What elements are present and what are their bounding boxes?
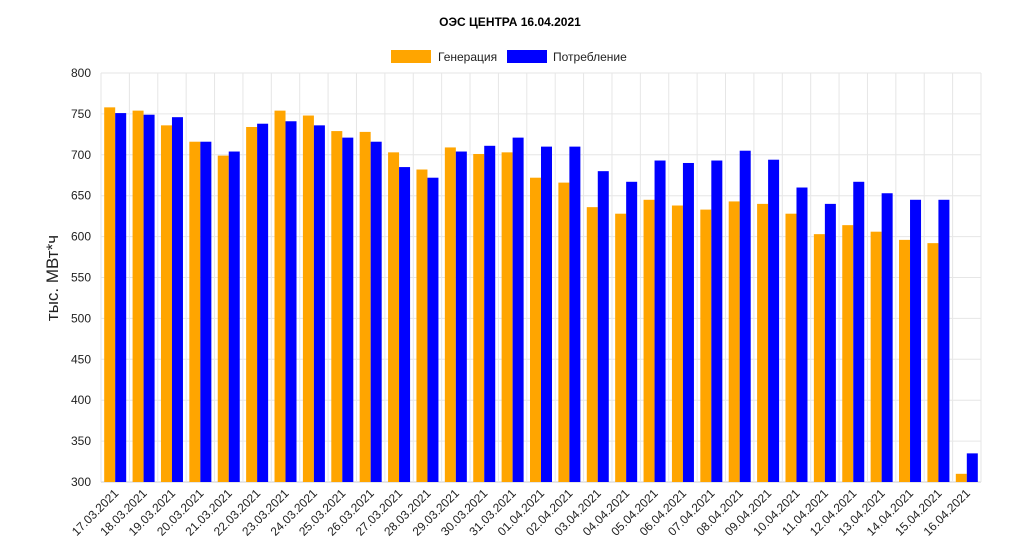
bar-generation — [643, 199, 655, 483]
bar-generation — [246, 126, 258, 482]
bar-generation — [530, 177, 541, 483]
bar-consumption — [824, 203, 836, 482]
bar-consumption — [512, 137, 524, 482]
bar-consumption — [484, 145, 496, 482]
bar-consumption — [370, 141, 382, 482]
y-tick-label: 650 — [71, 189, 91, 203]
legend: Генерация Потребление — [391, 50, 627, 64]
y-tick-label: 450 — [71, 352, 91, 366]
bar-consumption — [966, 453, 978, 482]
bars-group — [104, 107, 978, 483]
bar-consumption — [796, 187, 808, 482]
bar-generation — [586, 207, 598, 483]
legend-label: Потребление — [553, 50, 627, 64]
bar-consumption — [597, 171, 609, 482]
bar-generation — [671, 205, 683, 483]
bar-generation — [331, 131, 343, 482]
bar-consumption — [881, 193, 893, 482]
bar-consumption — [399, 167, 411, 482]
bar-generation — [785, 213, 797, 483]
bar-generation — [700, 209, 712, 482]
bar-generation — [728, 201, 740, 482]
bar-generation — [558, 182, 570, 482]
bar-generation — [444, 147, 456, 483]
bar-consumption — [285, 121, 297, 483]
y-tick-label: 600 — [71, 230, 91, 244]
y-tick-label: 300 — [71, 475, 91, 489]
y-tick-label: 400 — [71, 393, 91, 407]
bar-consumption — [541, 146, 552, 482]
x-axis-ticks: 17.03.202118.03.202119.03.202120.03.2021… — [69, 486, 973, 539]
y-tick-label: 350 — [71, 434, 91, 448]
bar-consumption — [257, 123, 269, 482]
bar-generation — [813, 234, 825, 482]
bar-consumption — [654, 160, 666, 482]
bar-generation — [416, 169, 428, 483]
bar-generation — [757, 203, 769, 482]
chart-title: ОЭС ЦЕНТРА 16.04.2021 — [439, 15, 581, 29]
legend-swatch — [391, 50, 431, 63]
bar-generation — [501, 152, 513, 482]
y-tick-label: 800 — [71, 66, 91, 80]
bar-generation — [388, 152, 400, 482]
bar-consumption — [228, 151, 240, 482]
bar-consumption — [739, 150, 751, 482]
bar-consumption — [711, 160, 723, 482]
bar-consumption — [768, 159, 780, 482]
bar-consumption — [171, 117, 183, 482]
bar-generation — [104, 107, 116, 482]
bar-consumption — [626, 181, 638, 482]
bar-consumption — [115, 113, 127, 482]
bar-generation — [132, 110, 144, 483]
bar-generation — [473, 153, 485, 482]
y-axis-label: тыс. МВт*ч — [43, 235, 62, 321]
bar-generation — [842, 225, 854, 482]
bar-consumption — [910, 199, 922, 483]
bar-generation — [899, 239, 911, 482]
bar-consumption — [569, 146, 581, 482]
bar-generation — [359, 131, 371, 482]
bar-consumption — [313, 125, 325, 483]
bar-consumption — [342, 137, 354, 482]
bar-consumption — [143, 114, 155, 482]
y-tick-label: 750 — [71, 107, 91, 121]
bar-generation — [217, 155, 229, 483]
y-tick-label: 500 — [71, 311, 91, 325]
legend-label: Генерация — [438, 50, 497, 64]
bar-generation — [927, 243, 939, 482]
y-tick-label: 700 — [71, 148, 91, 162]
legend-swatch — [507, 50, 547, 63]
bar-generation — [955, 473, 967, 482]
bar-consumption — [853, 181, 865, 482]
bar-generation — [870, 231, 882, 482]
bar-generation — [189, 141, 201, 482]
bar-consumption — [427, 177, 439, 483]
bar-consumption — [938, 199, 950, 483]
bar-generation — [302, 115, 314, 482]
bar-generation — [160, 125, 172, 483]
bar-consumption — [200, 141, 212, 482]
y-axis-ticks: 300 350 400 450 500 550 600 650 700 750 800 — [71, 66, 91, 489]
bar-generation — [274, 110, 286, 483]
bar-consumption — [682, 162, 694, 483]
bar-generation — [615, 213, 627, 483]
y-tick-label: 550 — [71, 271, 91, 285]
bar-consumption — [455, 151, 467, 482]
